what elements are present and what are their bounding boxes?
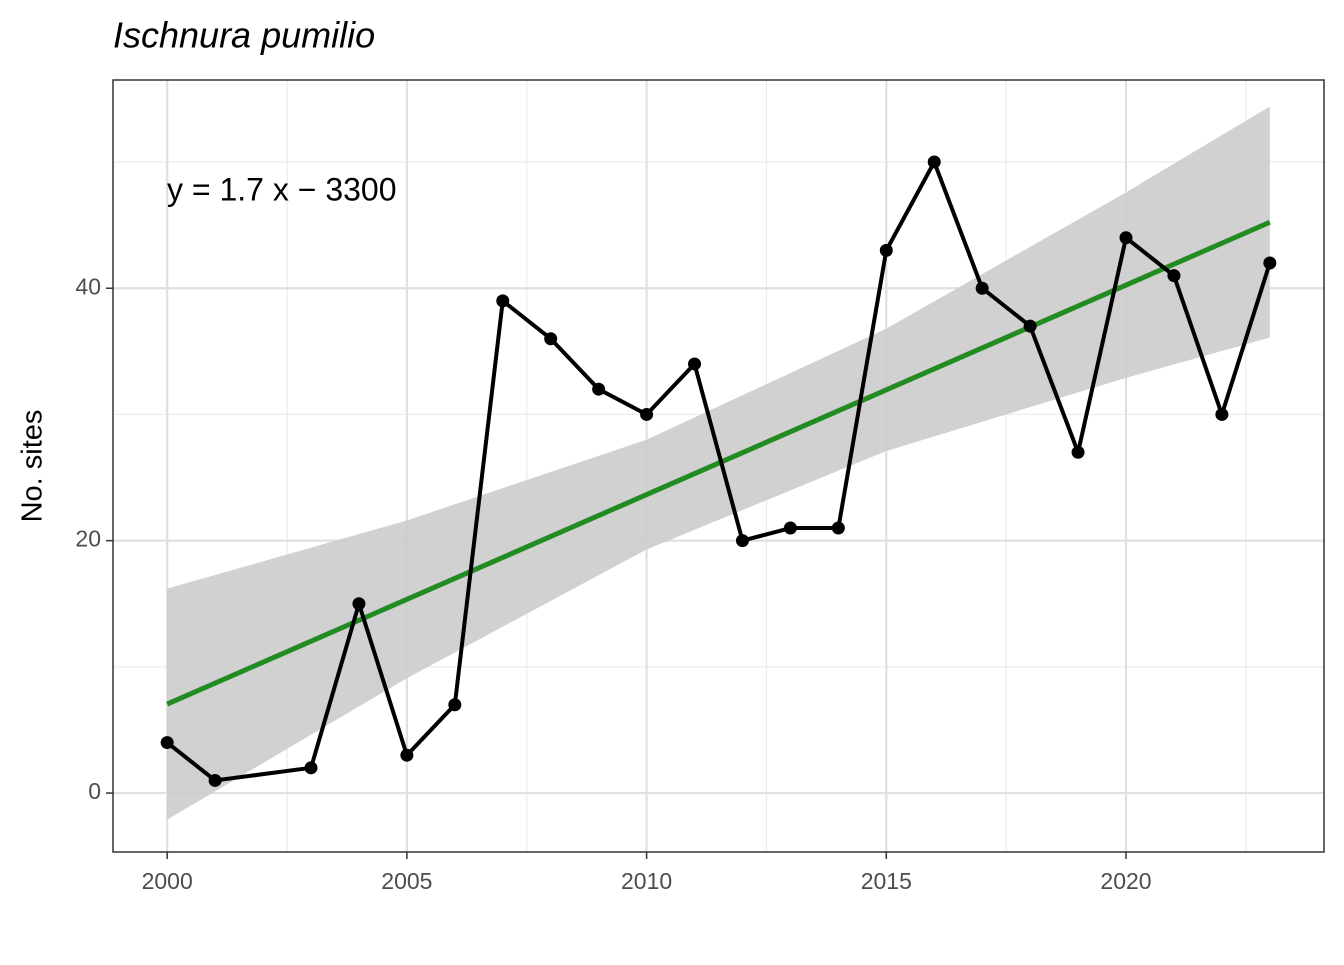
data-point — [592, 382, 606, 396]
y-axis-label: No. sites — [17, 410, 49, 523]
data-point — [735, 534, 749, 548]
data-point — [927, 155, 941, 169]
data-point — [400, 748, 414, 762]
data-point — [1215, 407, 1229, 421]
chart-title: Ischnura pumilio — [113, 15, 375, 56]
equation-annotation: y = 1.7 x − 3300 — [167, 171, 397, 207]
data-point — [496, 294, 510, 308]
data-point — [1023, 319, 1037, 333]
data-point — [640, 407, 654, 421]
data-point — [1071, 445, 1085, 459]
data-point — [448, 698, 462, 712]
x-tick-label: 2000 — [142, 868, 193, 894]
data-point — [208, 773, 222, 787]
data-point — [879, 243, 893, 257]
x-tick-label: 2015 — [861, 868, 912, 894]
y-tick-label: 20 — [75, 526, 101, 552]
data-point — [831, 521, 845, 535]
data-point — [975, 281, 989, 295]
data-point — [1119, 231, 1133, 245]
plot-border — [112, 79, 1325, 853]
data-point — [1263, 256, 1277, 270]
data-point — [1167, 269, 1181, 283]
data-point — [304, 761, 318, 775]
data-point — [352, 597, 366, 611]
x-tick-label: 2010 — [621, 868, 672, 894]
y-tick-label: 40 — [75, 273, 101, 299]
data-point — [783, 521, 797, 535]
data-point — [160, 736, 174, 750]
trend-line — [166, 219, 1271, 707]
x-tick-label: 2020 — [1100, 868, 1151, 894]
data-point — [544, 332, 558, 346]
x-tick-label: 2005 — [381, 868, 432, 894]
data-point — [688, 357, 702, 371]
y-tick-label: 0 — [88, 778, 101, 804]
